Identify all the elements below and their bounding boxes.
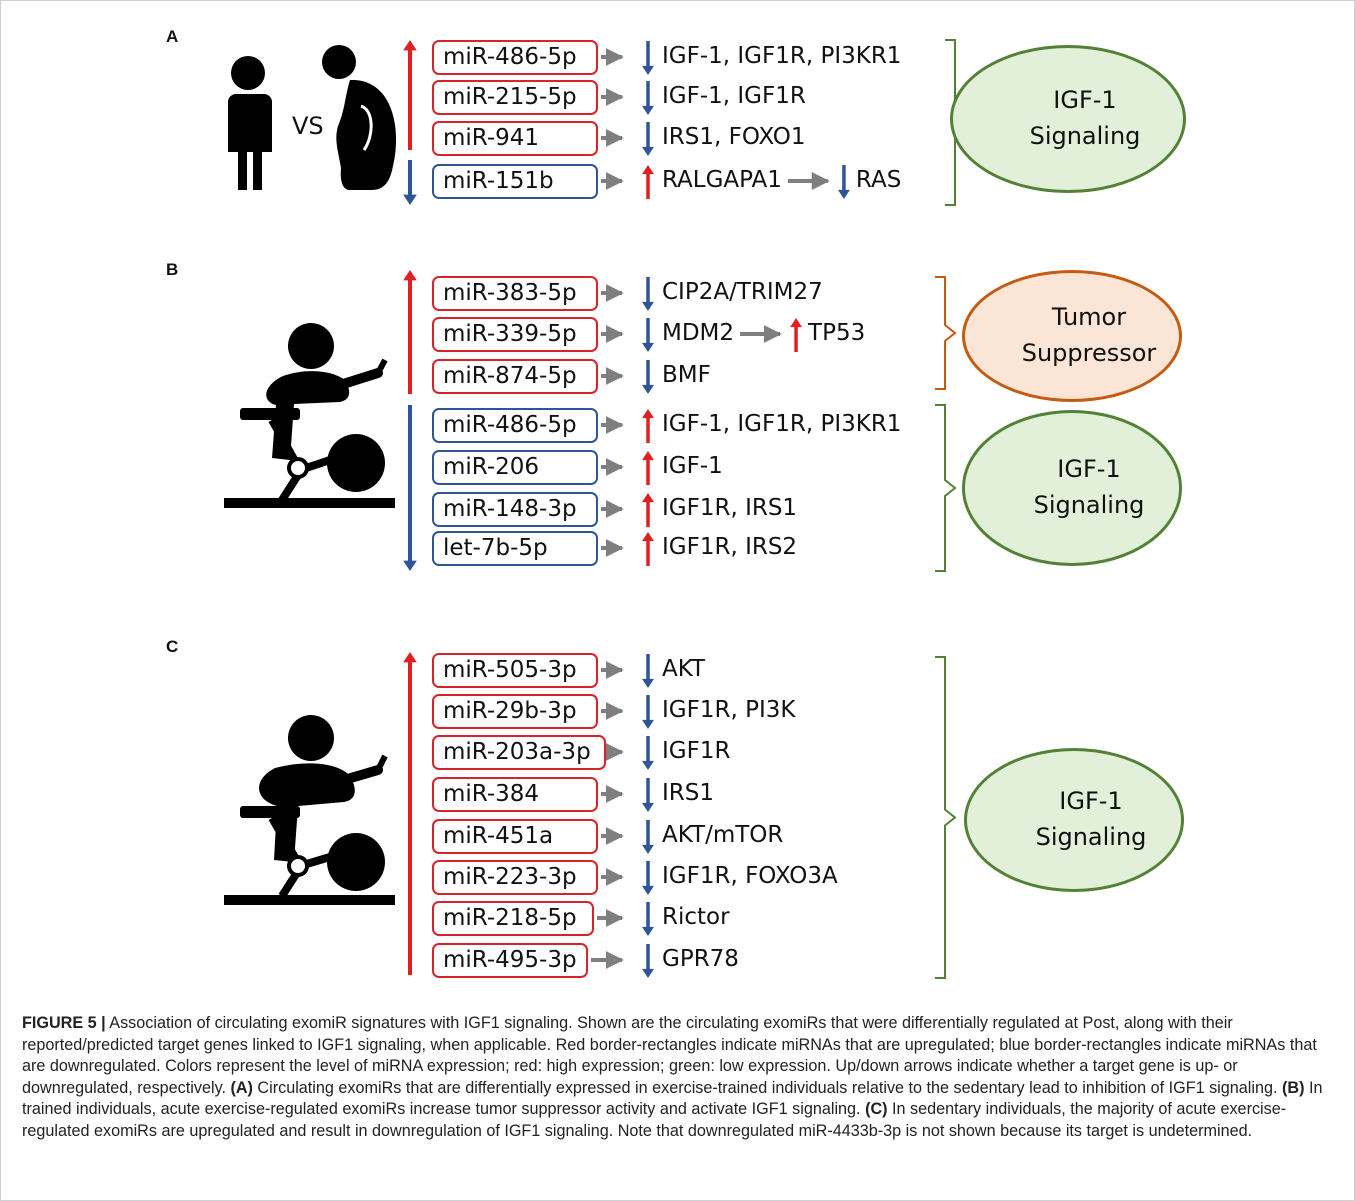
caption-c-text: In sedentary individuals, the majority o… <box>22 1100 1287 1140</box>
figure-caption: FIGURE 5 | Association of circulating ex… <box>22 1013 1337 1143</box>
target-gene: IGF-1 <box>662 453 723 479</box>
outcome-brace <box>935 656 957 979</box>
outcome-label-line2: Suppressor <box>1021 339 1157 367</box>
outcome-label-line1: IGF-1 <box>1057 455 1121 483</box>
mirna-box: miR-384 <box>432 777 598 812</box>
target-down-arrow <box>642 122 654 156</box>
obese-person-icon <box>322 45 397 190</box>
group-down-arrow <box>403 160 417 205</box>
target-gene: AKT/mTOR <box>662 822 784 848</box>
target-up-arrow <box>642 532 654 566</box>
mirna-box: miR-148-3p <box>432 492 598 527</box>
target-gene: IGF1R, IRS2 <box>662 534 798 560</box>
target-gene: Rictor <box>662 904 730 930</box>
outcome-brace <box>935 404 957 572</box>
group-up-arrow <box>403 270 417 394</box>
mirna-box: miR-486-5p <box>432 408 598 443</box>
panel-c-label: C <box>166 637 179 656</box>
mirna-box: miR-215-5p <box>432 80 598 115</box>
mirna-box: miR-151b <box>432 164 598 199</box>
exercise-bike-heavy-icon <box>224 715 395 905</box>
target-gene: IRS1, FOXO1 <box>662 124 806 150</box>
mirna-box: miR-203a-3p <box>432 735 606 770</box>
chain-up-arrow <box>790 318 802 352</box>
target-gene: IGF1R, FOXO3A <box>662 863 838 889</box>
target-down-arrow <box>642 654 654 688</box>
group-down-arrow <box>403 405 417 571</box>
target-gene: IGF1R, PI3K <box>662 697 796 723</box>
caption-intro: Association of circulating exomiR signat… <box>22 1014 1317 1097</box>
target-gene: GPR78 <box>662 946 739 972</box>
target-down-arrow <box>642 902 654 936</box>
outcome-brace <box>935 276 957 390</box>
mirna-box: miR-941 <box>432 121 598 156</box>
target-gene: IGF-1, IGF1R, PI3KR1 <box>662 411 902 437</box>
target-gene: AKT <box>662 656 706 682</box>
chain-target-gene: RAS <box>855 167 902 193</box>
mirna-box: miR-495-3p <box>432 943 588 978</box>
mirna-box: miR-383-5p <box>432 276 598 311</box>
caption-label: FIGURE 5 | <box>22 1014 106 1032</box>
caption-a-text: Circulating exomiRs that are differentia… <box>252 1078 1282 1097</box>
caption-b-label: (B) <box>1281 1078 1305 1097</box>
target-gene: CIP2A/TRIM27 <box>662 279 823 305</box>
target-gene: IGF1R <box>662 738 731 764</box>
chain-target-gene: TP53 <box>808 320 866 346</box>
caption-b-text: In trained individuals, acute exercise-r… <box>22 1078 1323 1119</box>
mirna-box: miR-505-3p <box>432 653 598 688</box>
panel-a-label: A <box>166 27 179 46</box>
target-gene: IRS1 <box>662 780 714 806</box>
target-down-arrow <box>642 820 654 854</box>
outcome-label-line2: Signaling <box>1029 122 1141 150</box>
diagram-graphics: VS <box>224 39 1003 979</box>
target-up-arrow <box>642 165 654 199</box>
target-up-arrow <box>642 409 654 443</box>
outcome-label-line1: Tumor <box>1051 303 1127 331</box>
target-down-arrow <box>642 861 654 895</box>
outcome-ellipse <box>962 410 1182 566</box>
chain-down-arrow <box>837 165 850 199</box>
outcome-label-line2: Signaling <box>1035 823 1147 851</box>
mirna-box: miR-218-5p <box>432 901 594 936</box>
exercise-bike-icon <box>224 323 395 508</box>
target-gene: IGF1R, IRS1 <box>662 495 798 521</box>
target-down-arrow <box>642 41 654 75</box>
target-down-arrow <box>642 944 654 978</box>
mirna-box: miR-223-3p <box>432 860 598 895</box>
mirna-box: miR-339-5p <box>432 317 598 352</box>
outcome-ellipse <box>950 45 1186 193</box>
mirna-box: miR-486-5p <box>432 40 598 75</box>
target-down-arrow <box>642 277 654 311</box>
mirna-box: miR-29b-3p <box>432 694 598 729</box>
mirna-box: miR-451a <box>432 819 598 854</box>
target-gene: BMF <box>662 362 711 388</box>
outcome-label-line1: IGF-1 <box>1059 787 1123 815</box>
vs-label: VS <box>292 112 324 140</box>
target-up-arrow <box>642 493 654 527</box>
mirna-box: miR-206 <box>432 450 598 485</box>
group-up-arrow <box>403 652 417 975</box>
target-gene: RALGAPA1 <box>662 167 782 193</box>
caption-c-label: (C) <box>865 1100 888 1119</box>
mirna-box: miR-874-5p <box>432 359 598 394</box>
target-down-arrow <box>642 778 654 812</box>
caption-a-label: (A) <box>230 1078 253 1097</box>
target-down-arrow <box>642 360 654 394</box>
outcome-label-line1: IGF-1 <box>1053 86 1117 114</box>
lean-person-icon <box>228 56 272 190</box>
target-down-arrow <box>642 81 654 115</box>
group-up-arrow <box>403 40 417 150</box>
target-gene: IGF-1, IGF1R, PI3KR1 <box>662 43 902 69</box>
target-down-arrow <box>642 736 654 770</box>
outcome-ellipse <box>964 748 1184 892</box>
outcome-ellipse <box>962 270 1182 402</box>
target-down-arrow <box>642 318 654 352</box>
target-down-arrow <box>642 695 654 729</box>
outcome-label-line2: Signaling <box>1033 491 1145 519</box>
panel-b-label: B <box>166 260 179 279</box>
mirna-box: let-7b-5p <box>432 531 598 566</box>
target-up-arrow <box>642 451 654 485</box>
target-gene: IGF-1, IGF1R <box>662 83 806 109</box>
target-gene: MDM2 <box>662 320 735 346</box>
